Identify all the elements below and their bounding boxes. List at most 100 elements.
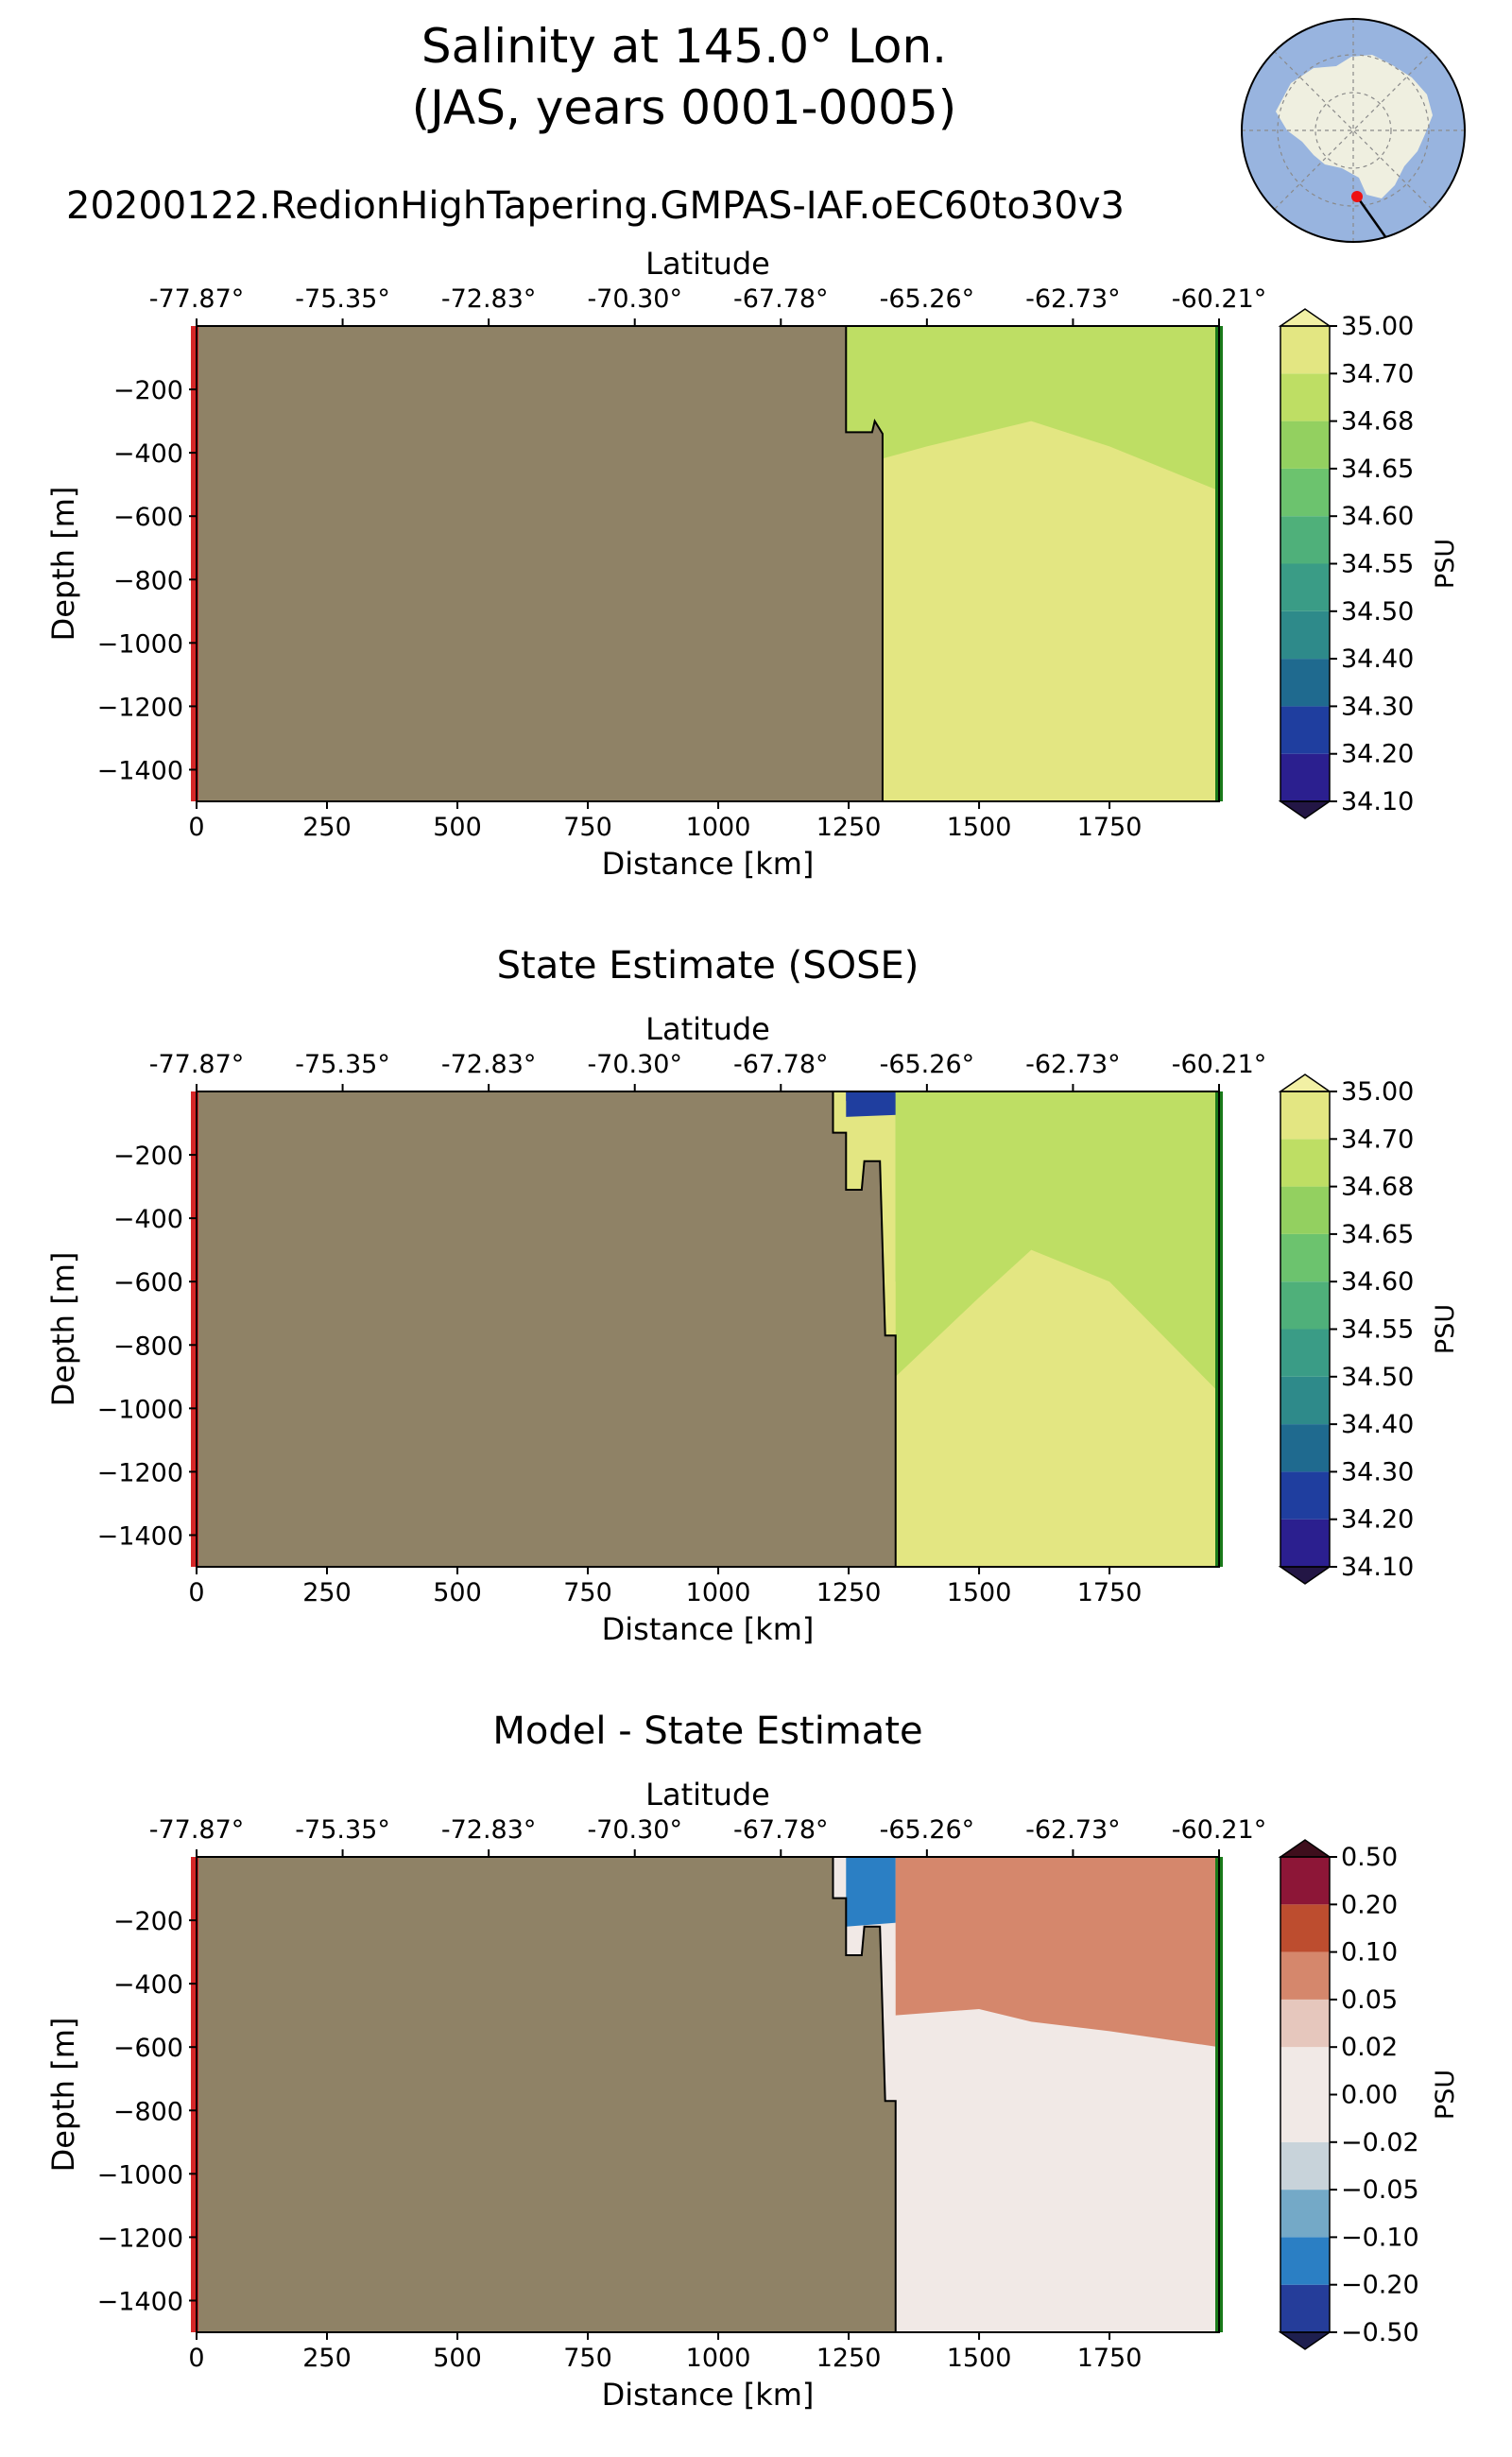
lat-tick-label: -67.78° (733, 1815, 829, 1845)
y-tick-label: −800 (113, 566, 183, 595)
x-tick-label: 1250 (816, 2344, 882, 2373)
y-tick-label: −1400 (97, 2287, 183, 2316)
colorbar-tick-label: 35.00 (1341, 1077, 1414, 1107)
colorbar-swatch (1280, 753, 1330, 801)
colorbar-swatch (1280, 1329, 1330, 1377)
panel-3: Model - State Estimate 0 250 500 750 1000 1250… (45, 1710, 1460, 2413)
colorbar-tick-label: −0.10 (1341, 2223, 1419, 2252)
colorbar-tick-label: 34.60 (1341, 1267, 1414, 1297)
axes-frame (196, 325, 1220, 802)
y-axis-label: Depth [m] (45, 487, 81, 642)
colorbar-swatch (1280, 1091, 1330, 1140)
x-tick-label: 1750 (1077, 813, 1143, 842)
colorbar-tick-label: 0.50 (1341, 1843, 1398, 1872)
transect-line (1355, 196, 1400, 242)
transect-start-bar (191, 1857, 198, 2332)
lat-tick-label: -67.78° (733, 1050, 829, 1079)
x-axis-label: Distance [km] (602, 1611, 815, 1647)
x-tick-label: 1750 (1077, 2344, 1143, 2373)
x-axis-label: Distance [km] (602, 846, 815, 882)
lat-tick-label: -65.26° (880, 1815, 975, 1845)
run-name: 20200122.RedionHighTapering.GMPAS-IAF.oE… (66, 184, 1125, 228)
y-tick-label: −600 (113, 1268, 183, 1297)
contour-band-010 (895, 1857, 1219, 2048)
colorbar-tick-label: 34.68 (1341, 1173, 1414, 1202)
lat-tick-label: -77.87° (149, 1050, 245, 1079)
transect-start-marker (1351, 191, 1363, 202)
colorbar-tick-label: 0.20 (1341, 1890, 1398, 1919)
colorbar-tick-label: −0.20 (1341, 2271, 1419, 2300)
colorbar-tick-label: 34.30 (1341, 692, 1414, 721)
inset-map (1241, 18, 1466, 260)
x-tick-label: 500 (433, 813, 482, 842)
colorbar-over-extend (1278, 1839, 1332, 1858)
lat-tick-label: -72.83° (441, 1050, 537, 1079)
lat-tick-label: -62.73° (1025, 284, 1121, 314)
colorbar-swatch (1280, 2047, 1330, 2095)
lat-tick-label: -72.83° (441, 284, 537, 314)
transect-start-bar (191, 326, 198, 801)
colorbar-swatch (1280, 2284, 1330, 2332)
colorbar-tick-label: 35.00 (1341, 312, 1414, 341)
lat-tick-label: -60.21° (1172, 1050, 1267, 1079)
panel-title: State Estimate (SOSE) (497, 944, 919, 988)
x-tick-label: 1500 (947, 813, 1012, 842)
x-tick-label: 250 (302, 1578, 352, 1607)
colorbar-tick-label: 34.10 (1341, 787, 1414, 816)
colorbar-swatch (1280, 468, 1330, 517)
panel-2: State Estimate (SOSE) 0 250 500 750 1000 1250 1… (45, 944, 1460, 1647)
colorbar-swatch (1280, 421, 1330, 469)
colorbar-tick-label: 34.40 (1341, 1410, 1414, 1439)
y-axis-label: Depth [m] (45, 2018, 81, 2173)
x-tick-label: 1000 (686, 813, 751, 842)
colorbar-swatch (1280, 1904, 1330, 1952)
x-tick-label: 1250 (816, 813, 882, 842)
colorbar-under-extend (1278, 1566, 1332, 1585)
colorbar-swatch (1280, 1186, 1330, 1234)
lat-tick-label: -65.26° (880, 1050, 975, 1079)
colorbar-tick-label: 34.20 (1341, 1505, 1414, 1535)
colorbar-swatch (1280, 563, 1330, 611)
x-tick-label: 500 (433, 2344, 482, 2373)
lat-tick-label: -65.26° (880, 284, 975, 314)
colorbar-tick-label: −0.02 (1341, 2128, 1419, 2157)
axes-frame (196, 1856, 1220, 2333)
panel-1: 0 250 500 750 1000 1250 1500 1750 Distance [km] −… (45, 246, 1460, 882)
x-tick-label: 1000 (686, 2344, 751, 2373)
colorbar-tick-label: 34.65 (1341, 1220, 1414, 1249)
x-tick-label: 750 (563, 2344, 612, 2373)
colorbar-tick-label: 34.55 (1341, 1315, 1414, 1345)
x-tick-label: 1000 (686, 1578, 751, 1607)
lat-tick-label: -72.83° (441, 1815, 537, 1845)
colorbar-swatch (1280, 1999, 1330, 2048)
transect-end-marker (1392, 249, 1403, 260)
colorbar: 34.10 34.20 34.30 34.40 34.50 34.55 34.60 34.65… (1278, 1074, 1460, 1585)
colorbar-swatch (1280, 1376, 1330, 1425)
colorbar-tick-label: 34.20 (1341, 740, 1414, 769)
y-tick-label: −1000 (97, 629, 183, 659)
colorbar-unit-label: PSU (1431, 2070, 1460, 2120)
lat-tick-label: -70.30° (587, 1815, 682, 1845)
colorbar-swatch (1280, 1233, 1330, 1282)
colorbar-swatch (1280, 2190, 1330, 2238)
colorbar-tick-label: 0.00 (1341, 2081, 1398, 2110)
colorbar-tick-label: 34.70 (1341, 359, 1414, 388)
colorbar-over-extend (1278, 1074, 1332, 1092)
lat-tick-label: -62.73° (1025, 1050, 1121, 1079)
colorbar-swatch (1280, 2237, 1330, 2285)
y-tick-label: −600 (113, 2034, 183, 2063)
colorbar-swatch (1280, 1471, 1330, 1520)
top-axis-label: Latitude (645, 1777, 770, 1813)
x-tick-label: 0 (188, 2344, 204, 2373)
colorbar-tick-label: 34.10 (1341, 1553, 1414, 1582)
x-tick-label: 250 (302, 2344, 352, 2373)
colorbar-swatch (1280, 326, 1330, 374)
lat-tick-label: -70.30° (587, 284, 682, 314)
colorbar-tick-label: 0.05 (1341, 1985, 1398, 2015)
colorbar-under-extend (1278, 800, 1332, 819)
colorbar-tick-label: −0.05 (1341, 2175, 1419, 2205)
lat-tick-label: -70.30° (587, 1050, 682, 1079)
y-tick-label: −800 (113, 2097, 183, 2126)
lat-tick-label: -75.35° (295, 284, 390, 314)
colorbar-swatch (1280, 1281, 1330, 1330)
